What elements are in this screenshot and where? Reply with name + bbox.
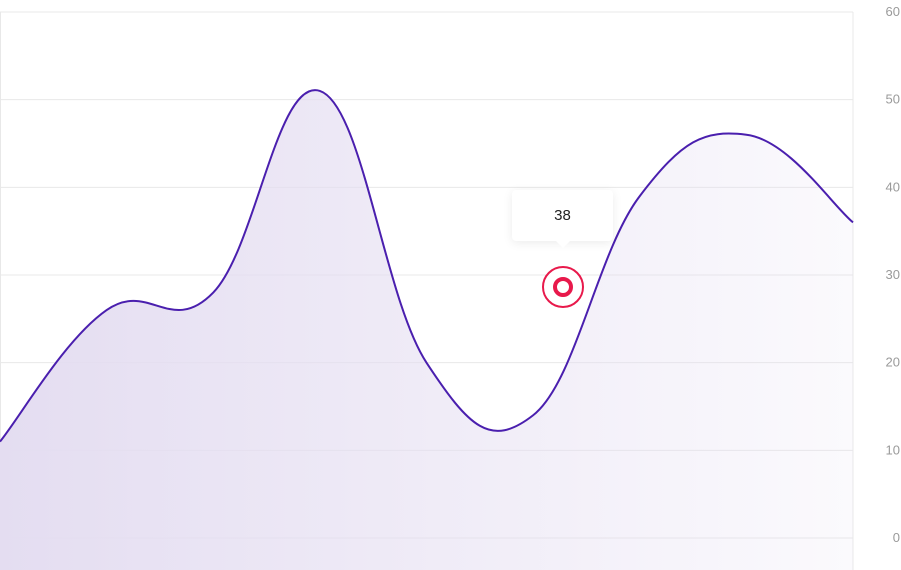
y-tick-label: 0: [893, 530, 900, 545]
y-tick-label: 20: [886, 355, 900, 370]
series-area: [0, 90, 853, 570]
highlight-marker-dot: [553, 277, 573, 297]
tooltip-value: 38: [554, 207, 571, 224]
y-tick-label: 40: [886, 179, 900, 194]
value-tooltip: 38: [512, 190, 613, 248]
y-tick-label: 50: [886, 92, 900, 107]
series-line: [0, 89, 854, 443]
y-tick-label: 60: [886, 4, 900, 19]
y-tick-label: 30: [886, 267, 900, 282]
y-tick-label: 10: [886, 442, 900, 457]
